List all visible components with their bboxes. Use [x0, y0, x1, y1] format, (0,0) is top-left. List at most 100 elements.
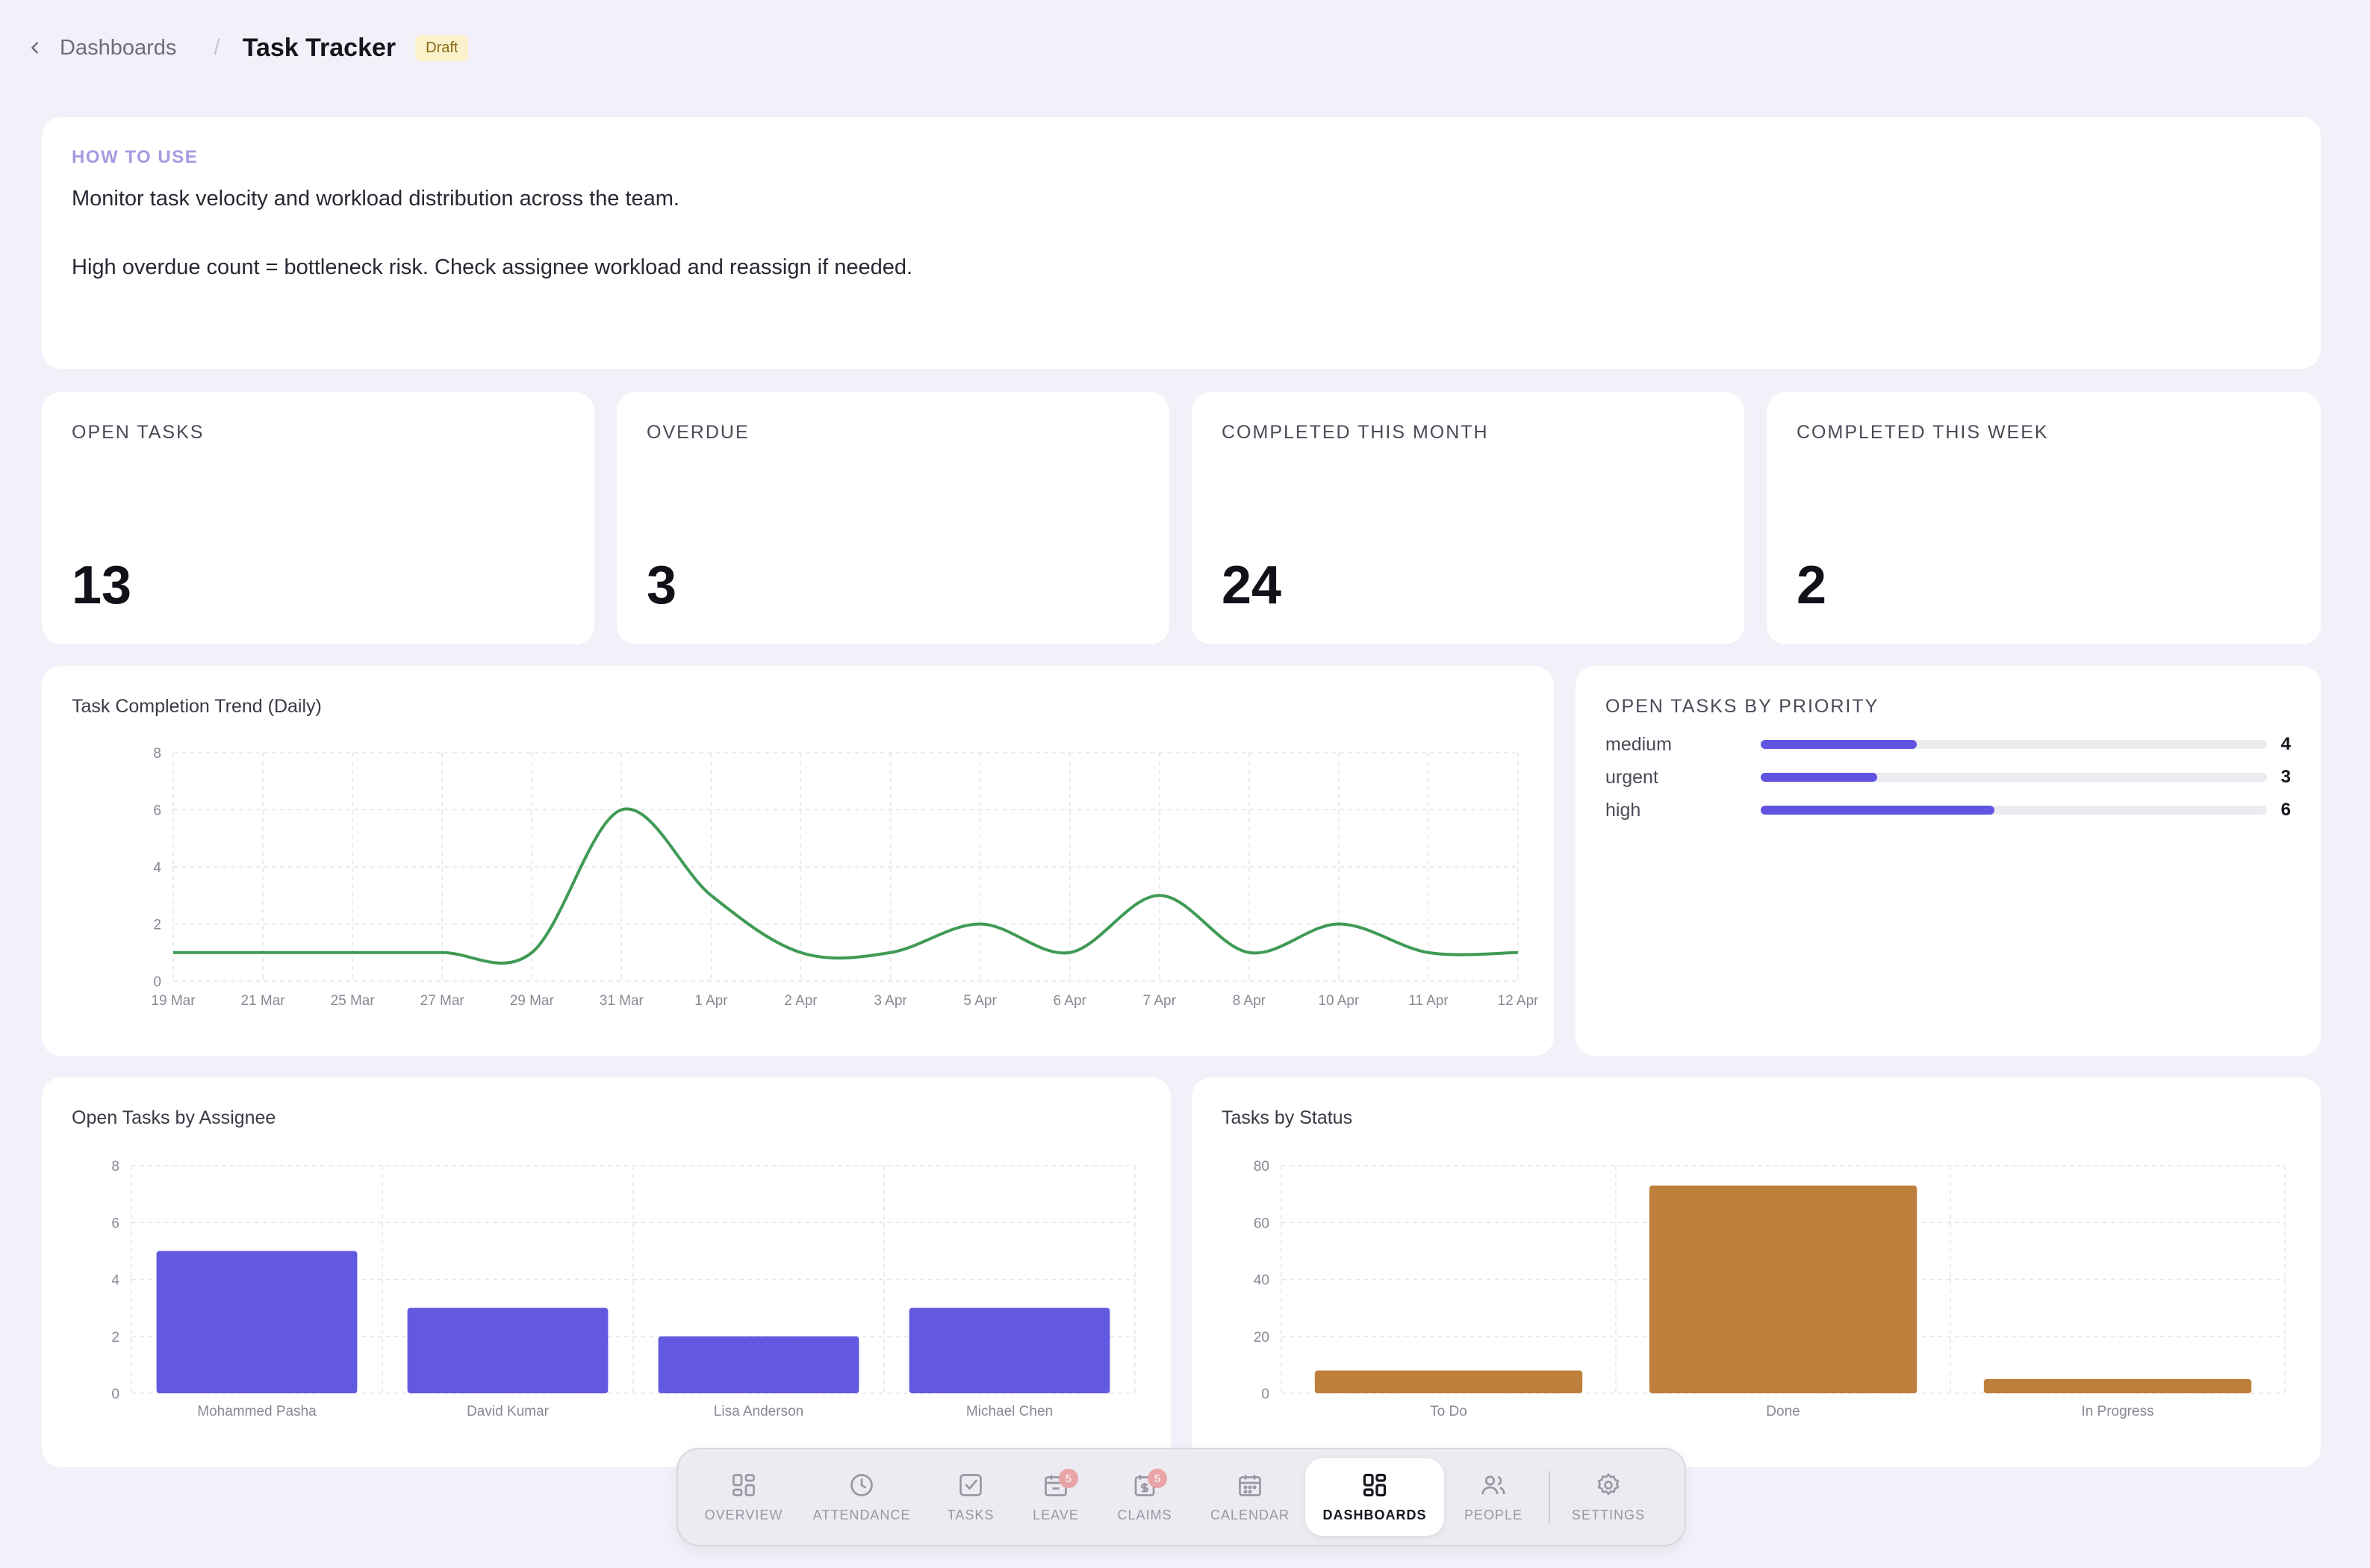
y-tick-label: 0	[111, 1387, 119, 1402]
x-tick-label: Done	[1766, 1404, 1800, 1419]
clock-icon	[850, 1473, 873, 1496]
bar	[658, 1336, 859, 1393]
x-tick-label: 31 Mar	[600, 993, 644, 1009]
nav-label: CALENDAR	[1210, 1507, 1290, 1522]
how-to-use-label: HOW TO USE	[72, 147, 199, 167]
calendar-icon	[1239, 1475, 1261, 1496]
x-tick-label: 27 Mar	[420, 993, 465, 1009]
nav-leave[interactable]: 5 LEAVE	[1017, 1458, 1095, 1536]
nav-overview[interactable]: OVERVIEW	[688, 1458, 799, 1536]
bar	[1649, 1185, 1918, 1393]
nav-tasks[interactable]: TASKS	[924, 1458, 1017, 1536]
task-completion-trend-card: Task Completion Trend (Daily) 0 2 4 6 8 19 Ma…	[42, 666, 1554, 1056]
bar	[909, 1307, 1110, 1393]
nav-label: LEAVE	[1033, 1507, 1079, 1522]
nav-label: OVERVIEW	[704, 1507, 783, 1522]
x-tick-label: 6 Apr	[1053, 993, 1086, 1009]
how-to-use-card: HOW TO USE Monitor task velocity and wor…	[42, 117, 2321, 369]
nav-label: ATTENDANCE	[812, 1507, 911, 1522]
nav-attendance[interactable]: ATTENDANCE	[799, 1458, 924, 1536]
nav-divider	[1549, 1471, 1550, 1523]
gear-icon	[1597, 1472, 1620, 1495]
priority-row-medium: medium 4	[1605, 728, 2291, 761]
header-bar: Dashboards / Task Tracker Draft	[27, 30, 469, 66]
kpi-card-completed-week: COMPLETED THIS WEEK 2	[1767, 392, 2321, 644]
x-tick-label: 7 Apr	[1143, 993, 1177, 1009]
open-tasks-by-assignee-card: Open Tasks by Assignee 0 2 4 6 8 Mohammed Pas…	[42, 1077, 1171, 1467]
nav-calendar[interactable]: CALENDAR	[1195, 1458, 1305, 1536]
kpi-value: 24	[1222, 556, 1282, 615]
how-to-use-text: Monitor task velocity and workload distr…	[72, 181, 2291, 284]
priority-bar-fill	[1761, 806, 1994, 815]
y-tick-label: 0	[153, 974, 161, 990]
people-icon	[1481, 1475, 1505, 1494]
how-to-use-line-2: High overdue count = bottleneck risk. Ch…	[72, 255, 913, 279]
x-tick-label: 29 Mar	[510, 993, 555, 1009]
nav-label: TASKS	[947, 1507, 995, 1522]
kpi-value: 13	[72, 556, 132, 615]
status-badge: Draft	[415, 34, 469, 61]
checkbox-icon	[959, 1473, 982, 1496]
back-label: Dashboards	[60, 35, 177, 60]
y-tick-label: 0	[1261, 1387, 1269, 1402]
bar	[1314, 1370, 1583, 1393]
open-tasks-by-assignee-chart: 0 2 4 6 8 Mohammed Pasha David Kumar Lisa Ander…	[111, 1159, 1136, 1419]
grid-icon	[733, 1473, 755, 1496]
notification-badge: 5	[1059, 1469, 1078, 1488]
nav-label: DASHBOARDS	[1322, 1507, 1427, 1522]
dashboard-icon	[1363, 1473, 1387, 1496]
tasks-by-status-chart: 0 20 40 60 80 To Do Done In Progress	[1254, 1159, 2286, 1419]
x-tick-label: 21 Mar	[240, 993, 285, 1009]
breadcrumb-separator: /	[214, 35, 220, 60]
kpi-label: OPEN TASKS	[72, 422, 205, 443]
y-tick-label: 80	[1254, 1159, 1269, 1175]
kpi-label: COMPLETED THIS MONTH	[1222, 422, 1489, 443]
chart-title: Task Completion Trend (Daily)	[72, 696, 322, 717]
x-tick-label: 12 Apr	[1498, 993, 1540, 1009]
nav-claims[interactable]: 5 CLAIMS	[1095, 1458, 1195, 1536]
x-tick-label: 8 Apr	[1233, 993, 1266, 1009]
y-tick-label: 4	[153, 860, 161, 876]
notification-badge: 5	[1148, 1469, 1167, 1488]
open-tasks-by-priority-card: OPEN TASKS BY PRIORITY medium 4 urgent 3…	[1576, 666, 2321, 1056]
kpi-value: 3	[647, 556, 677, 615]
kpi-label: COMPLETED THIS WEEK	[1797, 422, 2049, 443]
nav-settings[interactable]: SETTINGS	[1556, 1458, 1661, 1536]
chart-title: Open Tasks by Assignee	[72, 1107, 276, 1128]
x-tick-label: David Kumar	[467, 1404, 549, 1419]
nav-label: CLAIMS	[1117, 1507, 1172, 1522]
kpi-card-overdue: OVERDUE 3	[617, 392, 1169, 644]
priority-bar-track	[1761, 806, 2267, 815]
nav-people[interactable]: PEOPLE	[1444, 1458, 1543, 1536]
priority-name: high	[1605, 799, 1641, 821]
x-tick-label: Michael Chen	[966, 1404, 1053, 1419]
chart-title: Tasks by Status	[1222, 1107, 1353, 1128]
task-completion-trend-chart: 0 2 4 6 8 19 Mar 21 Mar 25 Mar 27 Mar 29 Mar 31 Ma…	[151, 746, 1540, 1009]
priority-name: urgent	[1605, 766, 1658, 788]
y-tick-label: 2	[153, 918, 161, 933]
priority-bar-track	[1761, 740, 2267, 749]
y-tick-label: 4	[111, 1273, 119, 1289]
x-tick-label: To Do	[1430, 1404, 1467, 1419]
how-to-use-line-1: Monitor task velocity and workload distr…	[72, 187, 679, 211]
priority-row-urgent: urgent 3	[1605, 761, 2291, 794]
priority-count: 3	[2280, 767, 2291, 787]
priority-row-high: high 6	[1605, 794, 2291, 827]
chevron-left-icon	[31, 42, 38, 54]
priority-bar-fill	[1761, 773, 1878, 782]
x-tick-label: 3 Apr	[874, 993, 907, 1009]
priority-count: 6	[2280, 800, 2291, 820]
nav-dashboards[interactable]: DASHBOARDS	[1305, 1458, 1444, 1536]
kpi-label: OVERDUE	[647, 422, 750, 443]
y-tick-label: 6	[111, 1216, 119, 1231]
y-tick-label: 20	[1254, 1330, 1269, 1345]
y-tick-label: 6	[153, 803, 161, 819]
series-line	[172, 807, 1519, 965]
back-to-dashboards-link[interactable]: Dashboards	[27, 36, 176, 60]
y-tick-label: 40	[1254, 1273, 1269, 1289]
priority-count: 4	[2280, 734, 2291, 754]
bottom-navigation: OVERVIEW ATTENDANCE TASKS 5 LEAVE 5 CLAI…	[677, 1448, 1686, 1546]
nav-label: SETTINGS	[1571, 1507, 1645, 1522]
y-tick-label: 8	[153, 746, 161, 762]
nav-label: PEOPLE	[1464, 1507, 1523, 1522]
